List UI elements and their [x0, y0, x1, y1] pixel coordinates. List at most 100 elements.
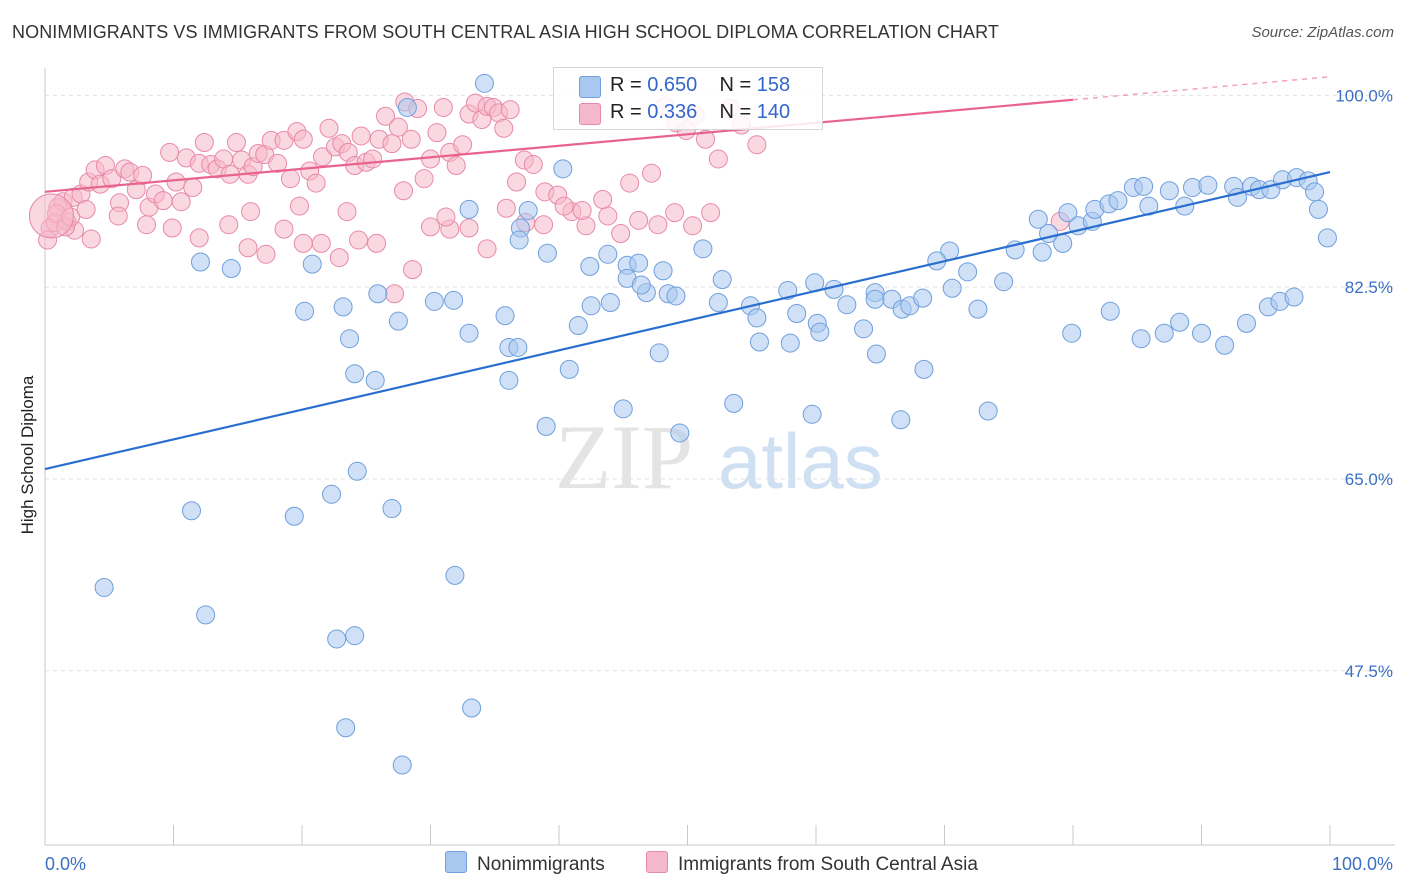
pink-point	[701, 203, 721, 223]
y-tick-labels: 47.5% 65.0% 82.5% 100.0%	[1335, 86, 1393, 680]
pink-point	[403, 260, 423, 280]
watermark-atlas: atlas	[718, 417, 883, 505]
blue-point	[810, 322, 830, 342]
blue-point	[994, 272, 1014, 292]
legend-blue-n-value: 158	[756, 74, 791, 96]
blue-point	[559, 359, 579, 379]
pink-point	[76, 199, 96, 219]
blue-point	[1134, 176, 1154, 196]
source-label: Source: ZipAtlas.com	[1251, 24, 1394, 41]
blue-point	[345, 364, 365, 384]
pink-point	[642, 163, 662, 183]
pink-point	[351, 126, 371, 146]
blue-point	[942, 278, 962, 298]
pink-point	[256, 244, 276, 264]
pink-point	[683, 216, 703, 236]
pink-point	[133, 165, 153, 185]
blue-point	[388, 311, 408, 331]
blue-point	[1154, 323, 1174, 343]
legend-pink-r-label: R =	[610, 101, 648, 123]
pink-point	[313, 147, 333, 167]
pink-point	[494, 118, 514, 138]
blue-point	[866, 344, 886, 364]
pink-point	[166, 172, 186, 192]
blue-point	[778, 280, 798, 300]
pink-point	[453, 135, 473, 155]
pink-point	[708, 149, 728, 169]
blue-point	[837, 295, 857, 315]
pink-point	[349, 230, 369, 250]
trend-lines	[44, 76, 1331, 471]
blue-point	[693, 239, 713, 259]
blue-point	[712, 270, 732, 290]
pink-point	[274, 219, 294, 239]
pink-point	[153, 191, 173, 211]
pink-point	[226, 133, 246, 153]
blue-point	[392, 755, 412, 775]
blue-point	[499, 370, 519, 390]
y-tick-label-3: 100.0%	[1335, 86, 1393, 105]
blue-point	[495, 306, 515, 326]
blue-point	[94, 577, 114, 597]
pink-point	[421, 217, 440, 237]
blue-point	[1192, 323, 1211, 343]
chart-title: NONIMMIGRANTS VS IMMIGRANTS FROM SOUTH C…	[12, 22, 1000, 42]
blue-point	[1236, 313, 1256, 333]
blue-point	[600, 293, 620, 313]
pink-point	[433, 97, 453, 117]
series-nonimmigrants-points	[94, 73, 1337, 775]
pink-point	[219, 215, 239, 235]
legend-pink-text: R = 0.336 N = 140	[610, 101, 790, 124]
blue-point	[1305, 182, 1325, 202]
blue-point	[424, 291, 444, 311]
pink-point	[385, 284, 405, 304]
blue-point	[824, 279, 844, 299]
pink-point	[598, 206, 618, 226]
pink-point	[376, 106, 396, 126]
pink-point	[523, 154, 543, 174]
pink-point	[268, 153, 288, 173]
blue-point	[724, 393, 744, 413]
blue-point	[1108, 191, 1128, 211]
blue-point	[536, 416, 556, 436]
pink-point	[319, 118, 339, 138]
blue-point	[708, 293, 728, 313]
blue-point	[181, 501, 201, 521]
pink-point	[293, 129, 313, 149]
pink-point	[162, 218, 182, 238]
series-legend: Nonimmigrants Immigrants from South Cent…	[0, 851, 1406, 879]
blue-point	[537, 243, 557, 263]
pink-point	[534, 215, 554, 235]
pink-point	[363, 149, 383, 169]
stats-legend: R = 0.650 N = 158 R = 0.336 N = 140	[553, 67, 823, 130]
blue-point	[322, 484, 342, 504]
pink-point	[620, 173, 640, 193]
pink-point	[593, 190, 613, 210]
blue-point	[340, 329, 360, 349]
watermark-zip: ZIP	[555, 406, 693, 508]
legend-swatch-nonimmigrants	[445, 851, 467, 873]
blue-point	[365, 370, 385, 390]
blue-point	[978, 401, 998, 421]
pink-point	[241, 202, 261, 222]
blue-point	[891, 410, 911, 430]
blue-point	[345, 626, 365, 646]
blue-point	[508, 337, 528, 357]
series-immigrants-points	[28, 92, 1070, 304]
blue-point	[295, 301, 315, 321]
blue-point	[1053, 233, 1073, 253]
pink-point	[329, 248, 349, 268]
pink-point	[311, 233, 331, 253]
pink-point	[388, 117, 408, 137]
pink-point	[194, 133, 214, 153]
blue-point	[190, 252, 210, 272]
pink-point	[280, 169, 300, 189]
pink-point	[108, 206, 128, 226]
legend-blue-n-label: N =	[719, 74, 757, 96]
pink-point	[459, 218, 479, 238]
pink-point	[446, 156, 466, 176]
trend-line-immigrants	[44, 98, 1074, 193]
legend-blue-text: R = 0.650 N = 158	[610, 74, 790, 97]
pink-point	[28, 193, 74, 239]
blue-point	[445, 565, 465, 585]
